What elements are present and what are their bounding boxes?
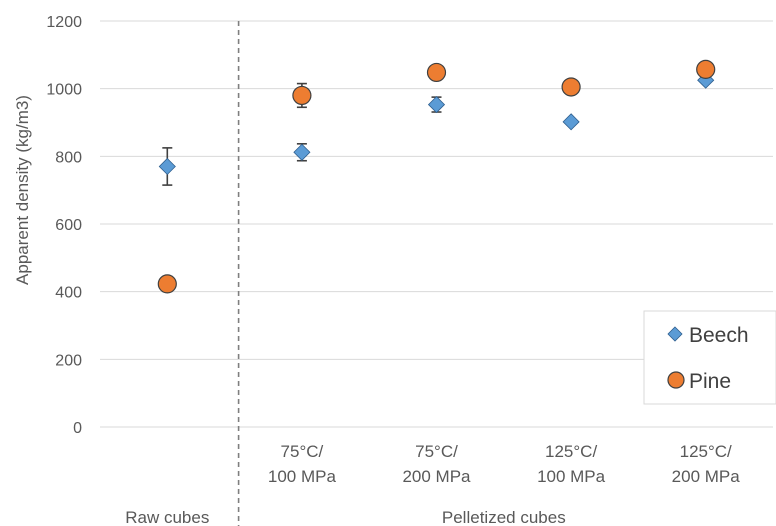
category-labels: 75°C/100 MPa 75°C/200 MPa 125°C/100 MPa 125… bbox=[268, 442, 740, 486]
y-tick-label: 200 bbox=[55, 352, 82, 369]
y-tick-label: 1200 bbox=[46, 14, 82, 31]
grid-lines bbox=[100, 20, 773, 428]
pine-point bbox=[561, 77, 581, 97]
pine-point bbox=[426, 62, 447, 83]
y-tick-label: 400 bbox=[55, 285, 82, 302]
pine-point bbox=[292, 85, 312, 106]
legend-pine-marker bbox=[667, 371, 685, 389]
legend: Beech Pine bbox=[643, 310, 776, 405]
beech-point bbox=[427, 96, 446, 114]
category-label: 125°C/ bbox=[545, 442, 597, 461]
y-axis-label: Apparent density (kg/m3) bbox=[13, 95, 32, 285]
error-bars bbox=[162, 82, 442, 293]
beech-point bbox=[562, 113, 580, 131]
y-tick-label: 600 bbox=[55, 217, 82, 234]
y-tick-labels: 0 200 400 600 800 1000 1200 bbox=[46, 14, 82, 437]
category-label: 75°C/ bbox=[415, 442, 458, 461]
category-label: 75°C/ bbox=[281, 442, 324, 461]
legend-box bbox=[643, 310, 776, 405]
y-tick-label: 0 bbox=[73, 420, 82, 437]
category-label: 100 MPa bbox=[537, 467, 606, 486]
category-label: 200 MPa bbox=[672, 467, 741, 486]
group-label: Raw cubes bbox=[125, 508, 209, 526]
y-tick-label: 1000 bbox=[46, 82, 82, 99]
category-label: 125°C/ bbox=[680, 442, 732, 461]
data-points bbox=[157, 59, 716, 294]
category-label: 100 MPa bbox=[268, 467, 337, 486]
y-tick-label: 800 bbox=[55, 149, 82, 166]
pine-point bbox=[157, 274, 177, 294]
category-label: 200 MPa bbox=[402, 467, 471, 486]
pine-point bbox=[696, 59, 716, 79]
legend-label: Beech bbox=[689, 324, 749, 347]
beech-point bbox=[293, 143, 311, 161]
beech-point bbox=[158, 157, 176, 176]
legend-label: Pine bbox=[689, 370, 731, 393]
group-labels: Raw cubes Pelletized cubes bbox=[125, 508, 565, 526]
legend-beech-marker bbox=[667, 326, 683, 342]
group-label: Pelletized cubes bbox=[442, 508, 566, 526]
